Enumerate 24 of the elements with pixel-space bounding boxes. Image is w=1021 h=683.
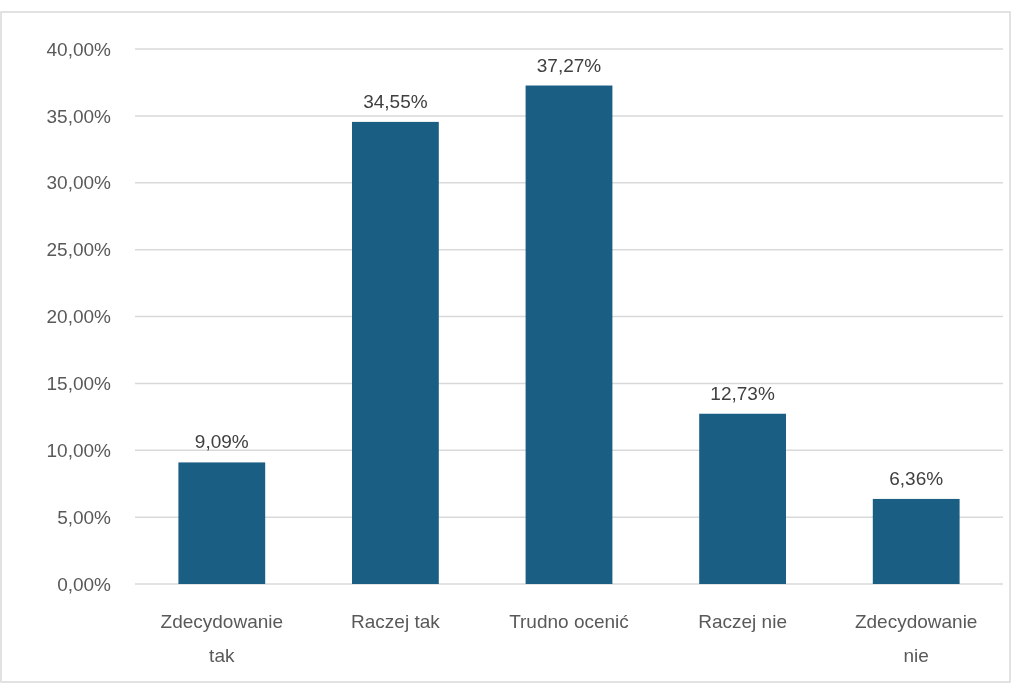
y-tick-label: 30,00% [46,172,112,194]
data-label: 37,27% [536,54,602,76]
x-tick-label: Raczej nie [698,611,787,632]
data-label: 34,55% [363,90,428,112]
x-tick-label: Zdecydowanie tak [160,611,284,666]
x-tick-label: Trudno ocenić [509,611,629,632]
y-tick-label: 35,00% [46,105,112,127]
data-label: 12,73% [710,382,775,404]
bar [525,85,613,584]
y-tick-label: 40,00% [46,38,112,60]
y-tick-label: 20,00% [46,306,112,328]
y-tick-label: 0,00% [57,573,112,595]
y-tick-label: 10,00% [46,439,112,461]
data-label: 9,09% [194,431,249,453]
bar [352,121,439,584]
y-tick-label: 25,00% [46,239,112,261]
x-tick-label: Zdecydowanie nie [854,611,978,666]
y-tick-label: 15,00% [46,373,112,395]
bar [178,462,266,584]
data-label: 6,36% [889,467,944,489]
x-tick-label: Raczej tak [351,611,441,632]
bar [872,498,960,584]
y-tick-label: 5,00% [57,506,112,528]
bar [699,413,786,584]
